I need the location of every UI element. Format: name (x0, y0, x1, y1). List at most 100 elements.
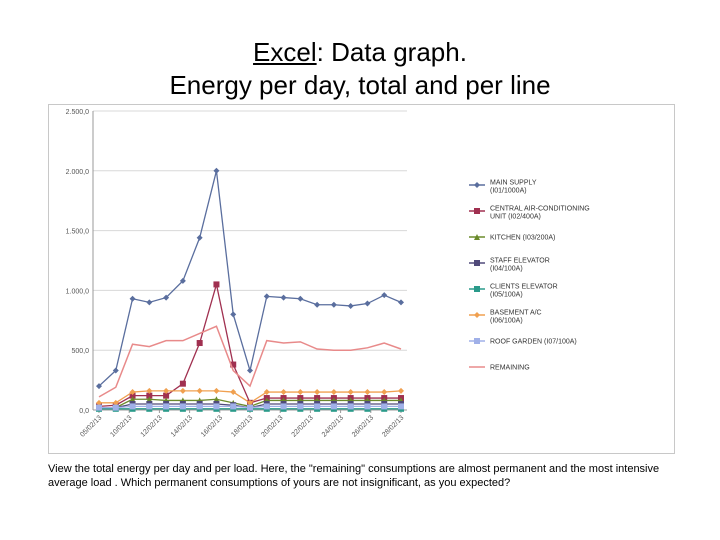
x-tick-label: 18/02/13 (230, 414, 254, 438)
legend-swatch-marker (474, 286, 480, 292)
slide-title: Excel: Data graph. Energy per day, total… (0, 36, 720, 102)
data-point (230, 403, 237, 410)
data-point (179, 380, 186, 387)
x-tick-label: 14/02/13 (170, 414, 194, 438)
legend-item: KITCHEN (I03/200A) (469, 234, 555, 242)
data-point (163, 392, 170, 399)
data-point (230, 389, 237, 396)
x-tick-label: 22/02/13 (291, 414, 315, 438)
data-point (247, 367, 253, 374)
data-point (330, 301, 337, 308)
data-point (129, 392, 136, 399)
legend-label: ROOF GARDEN (I07/100A) (490, 339, 577, 346)
data-point (213, 281, 220, 288)
legend-label: KITCHEN (I03/200A) (490, 235, 555, 242)
data-point (314, 301, 321, 308)
data-point (247, 399, 253, 406)
legend-swatch-marker (474, 182, 480, 188)
x-tick-label: 24/02/13 (321, 414, 345, 438)
y-tick-label: 1.000,0 (66, 288, 89, 295)
data-point (213, 403, 220, 410)
line-chart: 0,0 500,0 1.000,0 1.500,0 2.000,0 2.500,0 05/0… (66, 109, 590, 439)
data-point (96, 404, 102, 411)
data-point (347, 389, 354, 396)
data-point (146, 387, 153, 394)
legend-label: CENTRAL AIR-CONDITIONING UNIT (I02/400A) (490, 206, 590, 221)
data-point (347, 302, 354, 309)
series-line (98, 170, 402, 387)
data-point (381, 389, 388, 396)
series-7 (98, 325, 402, 398)
data-point (347, 403, 354, 410)
legend-swatch-marker (474, 338, 480, 344)
legend-item: BASEMENT A/C (I06/100A) (469, 310, 542, 325)
data-point (364, 300, 371, 307)
data-point (213, 396, 220, 403)
data-point (330, 403, 337, 410)
x-tick-label: 20/02/13 (260, 414, 284, 438)
data-point (163, 387, 170, 394)
data-point (263, 403, 270, 410)
slide-title-line-1: Excel: Data graph. (0, 36, 720, 69)
data-point (146, 392, 153, 399)
x-tick-label: 10/02/13 (109, 414, 133, 438)
y-tick-label: 2.000,0 (66, 169, 89, 176)
legend-item: CLIENTS ELEVATOR (I05/100A) (469, 284, 558, 299)
data-point (364, 389, 371, 396)
data-point (163, 403, 170, 410)
x-tick-label: 16/02/13 (200, 414, 224, 438)
data-point (163, 294, 170, 301)
data-point (146, 299, 153, 306)
data-point (314, 389, 321, 396)
data-point (398, 387, 404, 394)
x-tick-label: 05/02/13 (79, 414, 103, 438)
y-tick-label: 0,0 (79, 408, 89, 415)
data-point (280, 389, 287, 396)
data-point (213, 167, 220, 174)
legend-item: STAFF ELEVATOR (I04/100A) (469, 258, 550, 273)
chart-frame: 0,0 500,0 1.000,0 1.500,0 2.000,0 2.500,0 05/0… (48, 104, 675, 454)
data-point (297, 295, 304, 302)
x-tick-label: 26/02/13 (351, 414, 375, 438)
slide-subtitle: Energy per day, total and per line (169, 70, 551, 100)
series-6 (96, 403, 404, 411)
data-point (263, 389, 270, 396)
legend-label: MAIN SUPPLY (I01/1000A) (490, 180, 537, 195)
data-point (196, 234, 203, 241)
data-point (146, 403, 153, 410)
data-point (112, 404, 119, 411)
x-tick-label: 28/02/13 (381, 414, 405, 438)
excel-link[interactable]: Excel (253, 37, 317, 67)
data-point (96, 383, 102, 390)
series-5 (96, 387, 404, 406)
data-point (263, 293, 270, 300)
legend-item: MAIN SUPPLY (I01/1000A) (469, 180, 537, 195)
data-point (196, 340, 203, 347)
data-point (398, 403, 404, 410)
data-point (129, 295, 136, 302)
data-point (129, 403, 136, 410)
series-0 (96, 167, 404, 390)
data-point (297, 403, 304, 410)
legend-item: CENTRAL AIR-CONDITIONING UNIT (I02/400A) (469, 206, 590, 221)
y-tick-label: 500,0 (71, 348, 89, 355)
series-line (98, 325, 402, 398)
data-point (280, 403, 287, 410)
data-point (230, 361, 237, 368)
legend-label: STAFF ELEVATOR (I04/100A) (490, 258, 550, 273)
slide-caption: View the total energy per day and per lo… (48, 463, 660, 489)
data-point (146, 396, 153, 403)
data-point (381, 292, 388, 299)
data-point (179, 387, 186, 394)
legend-swatch-marker (474, 234, 480, 240)
legend-item: REMAINING (469, 365, 530, 372)
data-point (330, 389, 337, 396)
legend-swatch-marker (474, 260, 480, 266)
y-tick-label: 1.500,0 (66, 229, 89, 236)
data-point (96, 399, 102, 406)
data-point (297, 389, 304, 396)
data-point (398, 299, 404, 306)
data-point (213, 387, 220, 394)
data-point (280, 294, 287, 301)
legend-label: REMAINING (490, 365, 530, 372)
